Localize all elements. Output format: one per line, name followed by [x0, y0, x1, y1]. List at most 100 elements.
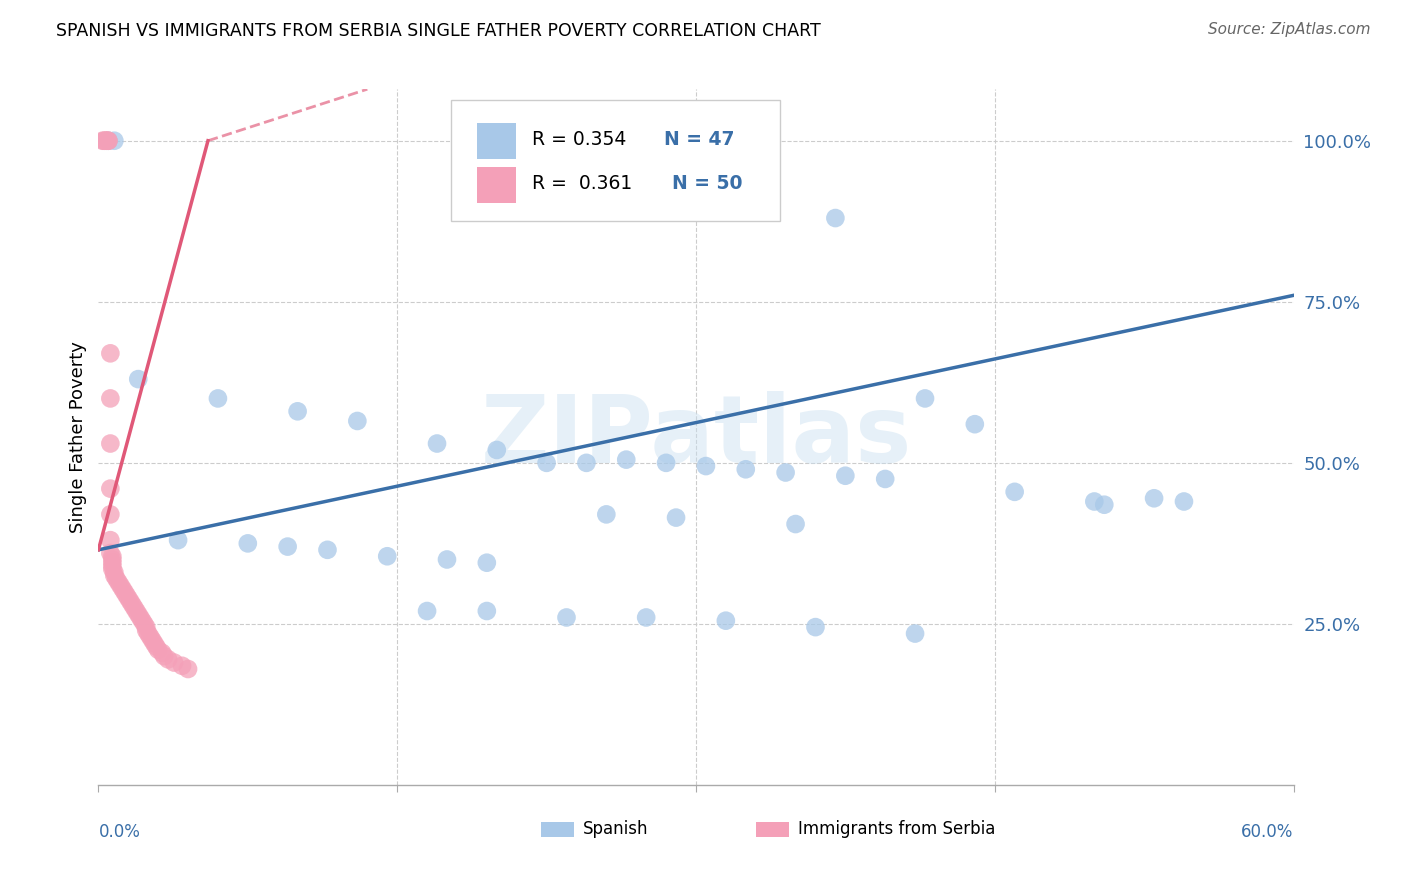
- Point: [316, 542, 339, 557]
- Point: [101, 562, 124, 576]
- Point: [1083, 494, 1105, 508]
- Point: [91, 134, 114, 148]
- Point: [346, 414, 368, 428]
- Point: [375, 549, 398, 564]
- Point: [526, 134, 548, 148]
- Text: ZIPatlas: ZIPatlas: [481, 391, 911, 483]
- Point: [665, 510, 688, 524]
- Point: [120, 594, 142, 608]
- Y-axis label: Single Father Poverty: Single Father Poverty: [69, 341, 87, 533]
- Point: [1092, 498, 1115, 512]
- Point: [655, 134, 678, 148]
- Text: R =  0.361: R = 0.361: [533, 174, 633, 194]
- Point: [287, 404, 309, 418]
- Point: [655, 456, 678, 470]
- Point: [157, 652, 180, 666]
- Point: [163, 656, 186, 670]
- Text: Spanish: Spanish: [582, 821, 648, 838]
- Point: [714, 614, 737, 628]
- Point: [565, 134, 588, 148]
- Point: [98, 533, 122, 548]
- Point: [103, 566, 125, 580]
- Point: [101, 549, 124, 564]
- Point: [124, 600, 146, 615]
- Point: [1143, 491, 1166, 506]
- Point: [143, 636, 166, 650]
- Point: [475, 556, 498, 570]
- Point: [93, 134, 115, 148]
- Point: [875, 472, 897, 486]
- Point: [135, 624, 157, 638]
- Point: [153, 649, 176, 664]
- Point: [111, 582, 134, 596]
- Point: [426, 436, 449, 450]
- Point: [141, 633, 163, 648]
- Bar: [477, 167, 516, 203]
- Point: [97, 134, 120, 148]
- Text: 60.0%: 60.0%: [1241, 823, 1294, 841]
- Point: [555, 610, 578, 624]
- Point: [115, 588, 138, 602]
- Point: [914, 392, 936, 406]
- Point: [785, 516, 807, 531]
- Point: [96, 134, 118, 148]
- Point: [145, 640, 167, 654]
- Point: [127, 372, 149, 386]
- Point: [131, 614, 153, 628]
- FancyBboxPatch shape: [451, 100, 780, 221]
- Point: [107, 574, 129, 589]
- Point: [236, 536, 259, 550]
- Point: [207, 392, 229, 406]
- Point: [172, 658, 194, 673]
- Bar: [541, 822, 574, 837]
- Point: [277, 540, 299, 554]
- Point: [167, 533, 190, 548]
- Point: [904, 626, 927, 640]
- Point: [150, 646, 173, 660]
- Point: [734, 462, 756, 476]
- Point: [636, 610, 658, 624]
- Point: [101, 556, 124, 570]
- Point: [98, 508, 122, 522]
- Point: [695, 458, 717, 473]
- Point: [834, 468, 856, 483]
- Point: [804, 620, 827, 634]
- Point: [96, 134, 118, 148]
- Text: R = 0.354: R = 0.354: [533, 130, 627, 149]
- Point: [136, 626, 159, 640]
- Point: [775, 466, 797, 480]
- Point: [963, 417, 986, 432]
- Point: [98, 392, 122, 406]
- Point: [536, 456, 558, 470]
- Text: Source: ZipAtlas.com: Source: ZipAtlas.com: [1208, 22, 1371, 37]
- Point: [103, 134, 125, 148]
- Point: [101, 552, 124, 566]
- Point: [103, 568, 125, 582]
- Point: [127, 607, 149, 622]
- Point: [436, 552, 458, 566]
- Point: [485, 442, 508, 457]
- Point: [135, 620, 157, 634]
- Point: [101, 558, 124, 573]
- Point: [117, 591, 139, 606]
- Point: [148, 642, 170, 657]
- Point: [105, 572, 128, 586]
- Bar: [477, 122, 516, 159]
- Point: [98, 482, 122, 496]
- Text: N = 47: N = 47: [664, 130, 734, 149]
- Point: [595, 508, 617, 522]
- Point: [177, 662, 200, 676]
- Point: [97, 134, 120, 148]
- Point: [575, 456, 598, 470]
- Point: [98, 436, 122, 450]
- Point: [139, 630, 162, 644]
- Point: [110, 578, 132, 592]
- Bar: [756, 822, 789, 837]
- Text: Immigrants from Serbia: Immigrants from Serbia: [797, 821, 995, 838]
- Point: [626, 134, 648, 148]
- Point: [475, 604, 498, 618]
- Point: [125, 604, 148, 618]
- Point: [416, 604, 439, 618]
- Point: [614, 452, 637, 467]
- Point: [98, 546, 122, 560]
